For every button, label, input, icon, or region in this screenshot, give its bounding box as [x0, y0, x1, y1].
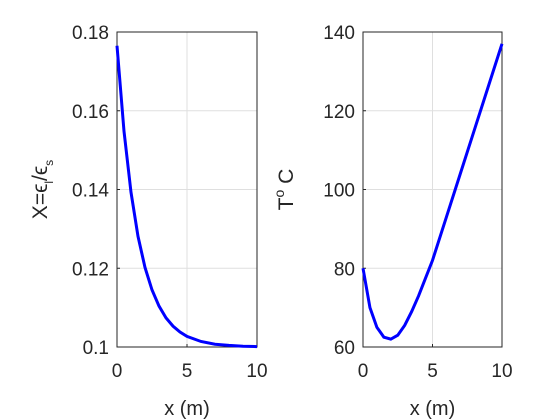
y-label-part: C [275, 169, 298, 190]
y-label-part: s [42, 160, 56, 166]
x-tick-label: 5 [182, 361, 193, 382]
y-tick-label: 0.12 [72, 259, 109, 280]
x-tick-label: 5 [427, 361, 438, 382]
y-axis-label: X=ϵl/ϵs [29, 160, 56, 219]
y-tick-label: 140 [323, 23, 355, 44]
x-tick-label: 0 [358, 361, 369, 382]
data-line [115, 45, 258, 349]
x-tick-label: 10 [491, 361, 512, 382]
x-axis-label: x (m) [410, 398, 456, 420]
y-tick-label: 80 [334, 259, 355, 280]
y-axis-label: To C [271, 169, 298, 211]
axes-box [116, 31, 258, 348]
y-label-part: T [275, 197, 298, 210]
y-label-part: o [271, 189, 287, 197]
data-line [361, 43, 504, 341]
y-label-part: X=ϵ [29, 184, 52, 220]
y-tick-label: 120 [323, 102, 355, 123]
y-label-part: /ϵ [29, 166, 52, 181]
y-tick-label: 0.1 [83, 338, 109, 359]
x-tick-label: 0 [112, 361, 123, 382]
y-tick-label: 0.18 [72, 23, 109, 44]
y-tick-label: 0.14 [72, 181, 109, 202]
x-tick-label: 10 [246, 361, 267, 382]
y-tick-label: 0.16 [72, 102, 109, 123]
x-axis-label: x (m) [164, 398, 210, 420]
y-tick-label: 100 [323, 181, 355, 202]
axes-box [362, 31, 503, 348]
y-label-part: l [42, 181, 56, 184]
y-tick-label: 60 [334, 338, 355, 359]
